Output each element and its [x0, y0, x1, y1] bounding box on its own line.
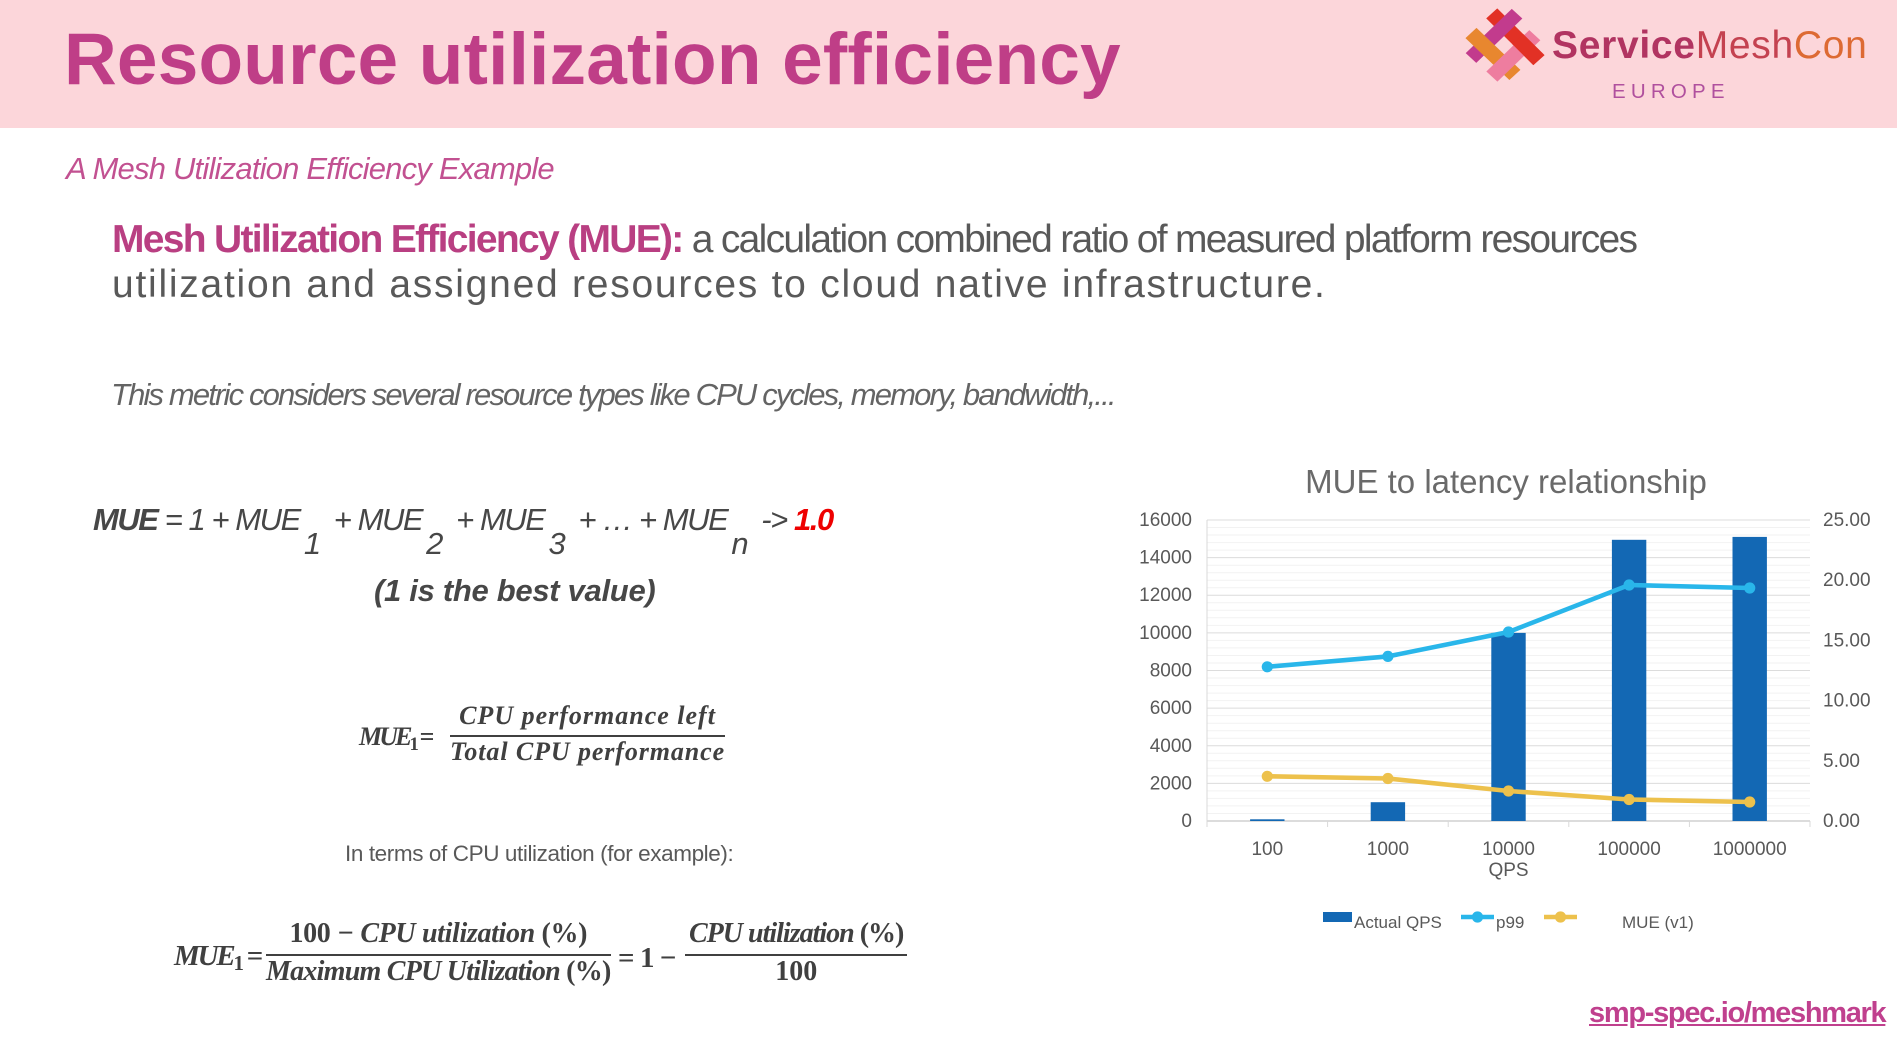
svg-text:1000000: 1000000 — [1713, 839, 1787, 860]
svg-text:Actual QPS: Actual QPS — [1354, 913, 1442, 932]
svg-text:100000: 100000 — [1597, 839, 1660, 860]
svg-text:25.00: 25.00 — [1823, 510, 1871, 531]
svg-text:2000: 2000 — [1150, 773, 1192, 794]
svg-text:0: 0 — [1181, 811, 1192, 832]
svg-text:QPS: QPS — [1488, 860, 1528, 881]
svg-text:15.00: 15.00 — [1823, 630, 1871, 651]
svg-text:MUE to latency relationship: MUE to latency relationship — [1305, 463, 1707, 500]
svg-text:10000: 10000 — [1139, 623, 1192, 644]
svg-text:8000: 8000 — [1150, 661, 1192, 682]
svg-text:MUE (v1): MUE (v1) — [1622, 913, 1694, 932]
svg-text:16000: 16000 — [1139, 510, 1192, 531]
svg-text:20.00: 20.00 — [1823, 570, 1871, 591]
svg-text:12000: 12000 — [1139, 585, 1192, 606]
svg-text:4000: 4000 — [1150, 736, 1192, 757]
svg-text:10.00: 10.00 — [1823, 691, 1871, 712]
svg-text:5.00: 5.00 — [1823, 751, 1860, 772]
svg-text:p99: p99 — [1496, 913, 1524, 932]
svg-text:0.00: 0.00 — [1823, 811, 1860, 832]
svg-text:10000: 10000 — [1482, 839, 1535, 860]
svg-text:14000: 14000 — [1139, 548, 1192, 569]
svg-text:6000: 6000 — [1150, 698, 1192, 719]
svg-text:1000: 1000 — [1367, 839, 1409, 860]
svg-text:100: 100 — [1251, 839, 1283, 860]
